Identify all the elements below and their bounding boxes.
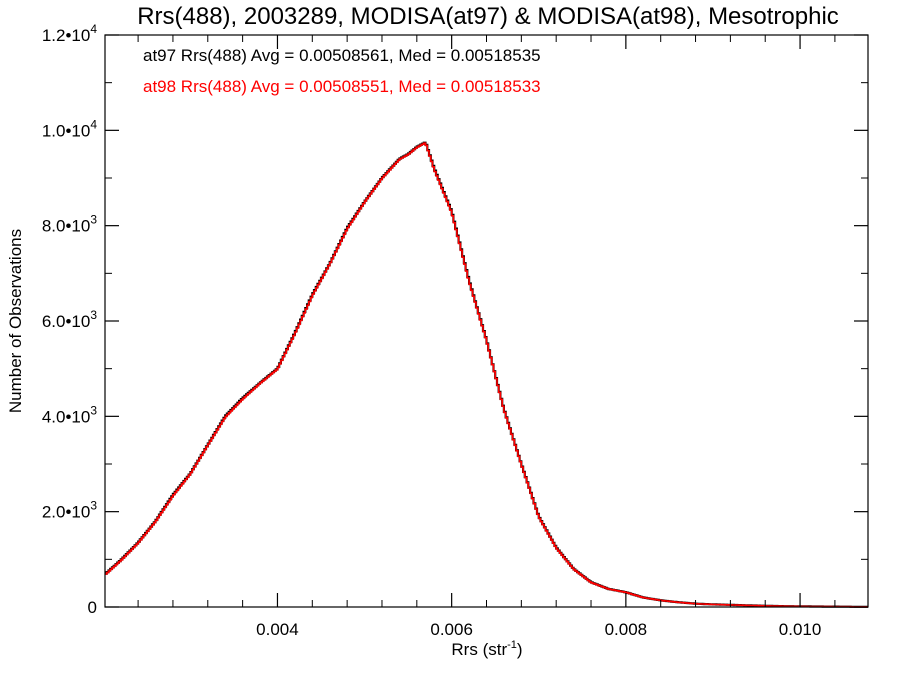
series-at98-step-line: [105, 142, 868, 608]
y-tick-label: 4.0•103: [42, 403, 98, 426]
legend-at98-text: at98 Rrs(488) Avg = 0.00508551, Med = 0.…: [143, 77, 541, 96]
y-tick-label: 1.2•104: [42, 22, 98, 45]
x-tick-label: 0.006: [430, 620, 473, 639]
y-tick-label: 8.0•103: [42, 213, 98, 236]
y-tick-label: 2.0•103: [42, 499, 98, 522]
plot-frame: [104, 34, 869, 608]
x-tick-label: 0.010: [779, 620, 822, 639]
y-tick-label: 0: [88, 598, 97, 617]
ticks-layer: 0.004 0.006 0.008 0.010 0 2.0•103 4.0•103 6.0•1…: [42, 22, 868, 639]
x-tick-label: 0.004: [256, 620, 299, 639]
chart-title: Rrs(488), 2003289, MODISA(at97) & MODISA…: [137, 3, 839, 30]
x-tick-label: 0.008: [605, 620, 648, 639]
x-axis-label: Rrs (str-1): [451, 639, 522, 659]
y-axis-label: Number of Observations: [6, 229, 25, 413]
y-tick-label: 1.0•104: [42, 117, 98, 140]
legend-at97-text: at97 Rrs(488) Avg = 0.00508561, Med = 0.…: [143, 46, 541, 65]
series-at97-step-line: [105, 141, 868, 608]
series-layer: [105, 141, 868, 608]
y-tick-label: 6.0•103: [42, 308, 98, 331]
